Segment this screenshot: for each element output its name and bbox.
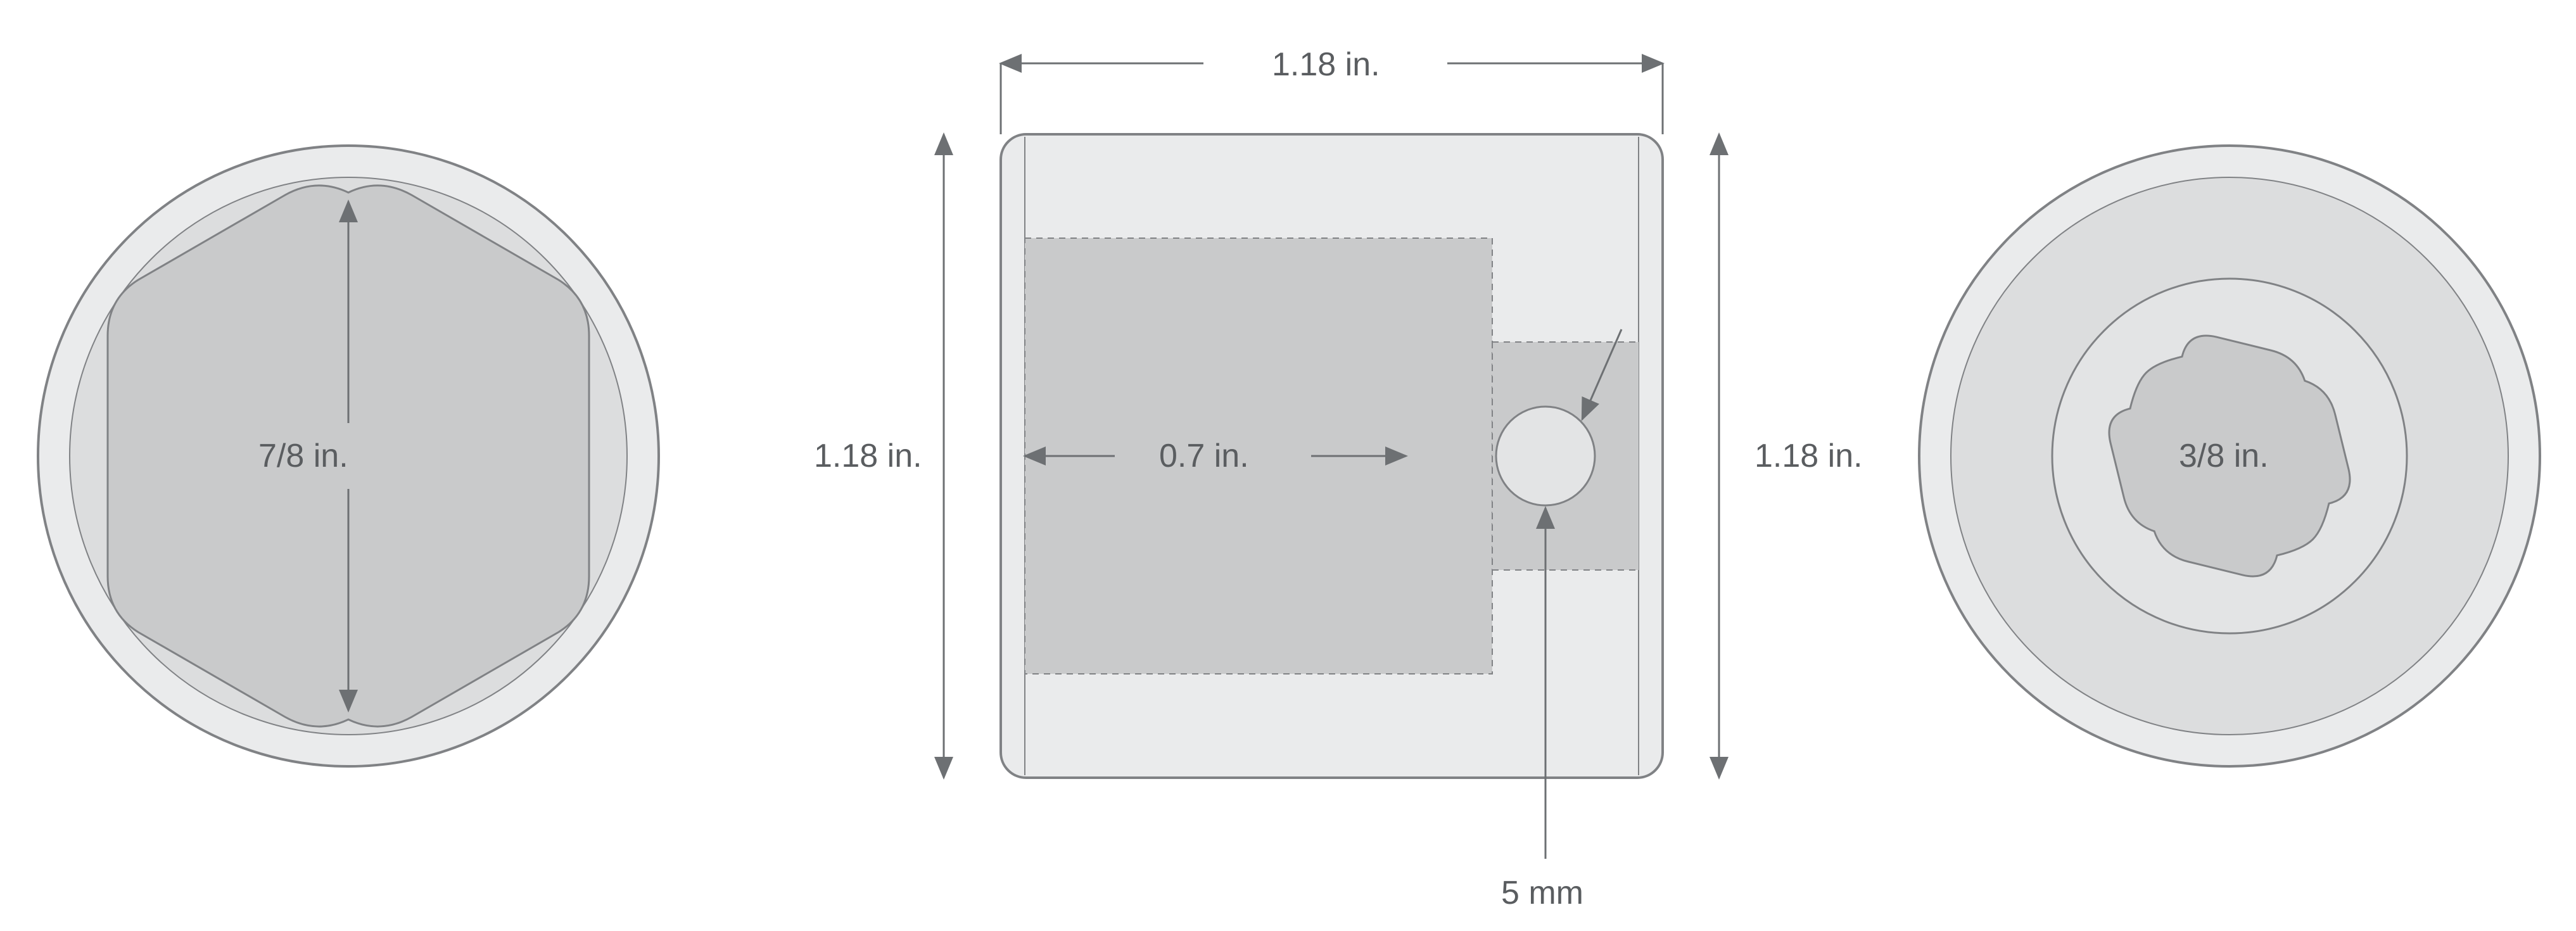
side-body [1001,134,1663,778]
diagram-canvas: 7/8 in. 1.18 in. 1.18 in. 1.18 in. 0.7 i… [0,0,2576,931]
side-width-label: 1.18 in. [1272,46,1380,84]
hex-opening [108,186,589,726]
side-ball-label: 5 mm [1501,874,1583,912]
front-view [38,146,659,766]
side-drive-band-fill [1492,342,1639,570]
side-depth-label: 0.7 in. [1159,437,1249,475]
side-cavity-fill [1025,238,1492,674]
side-height-right-label: 1.18 in. [1754,437,1863,475]
side-cavity-outline [1025,238,1492,674]
side-view [798,63,1895,859]
side-height-left-label: 1.18 in. [814,437,922,475]
ball-detent [1496,407,1595,505]
ball-leader-top [1582,329,1621,419]
front-size-label: 7/8 in. [258,437,348,475]
back-size-label: 3/8 in. [2179,437,2269,475]
